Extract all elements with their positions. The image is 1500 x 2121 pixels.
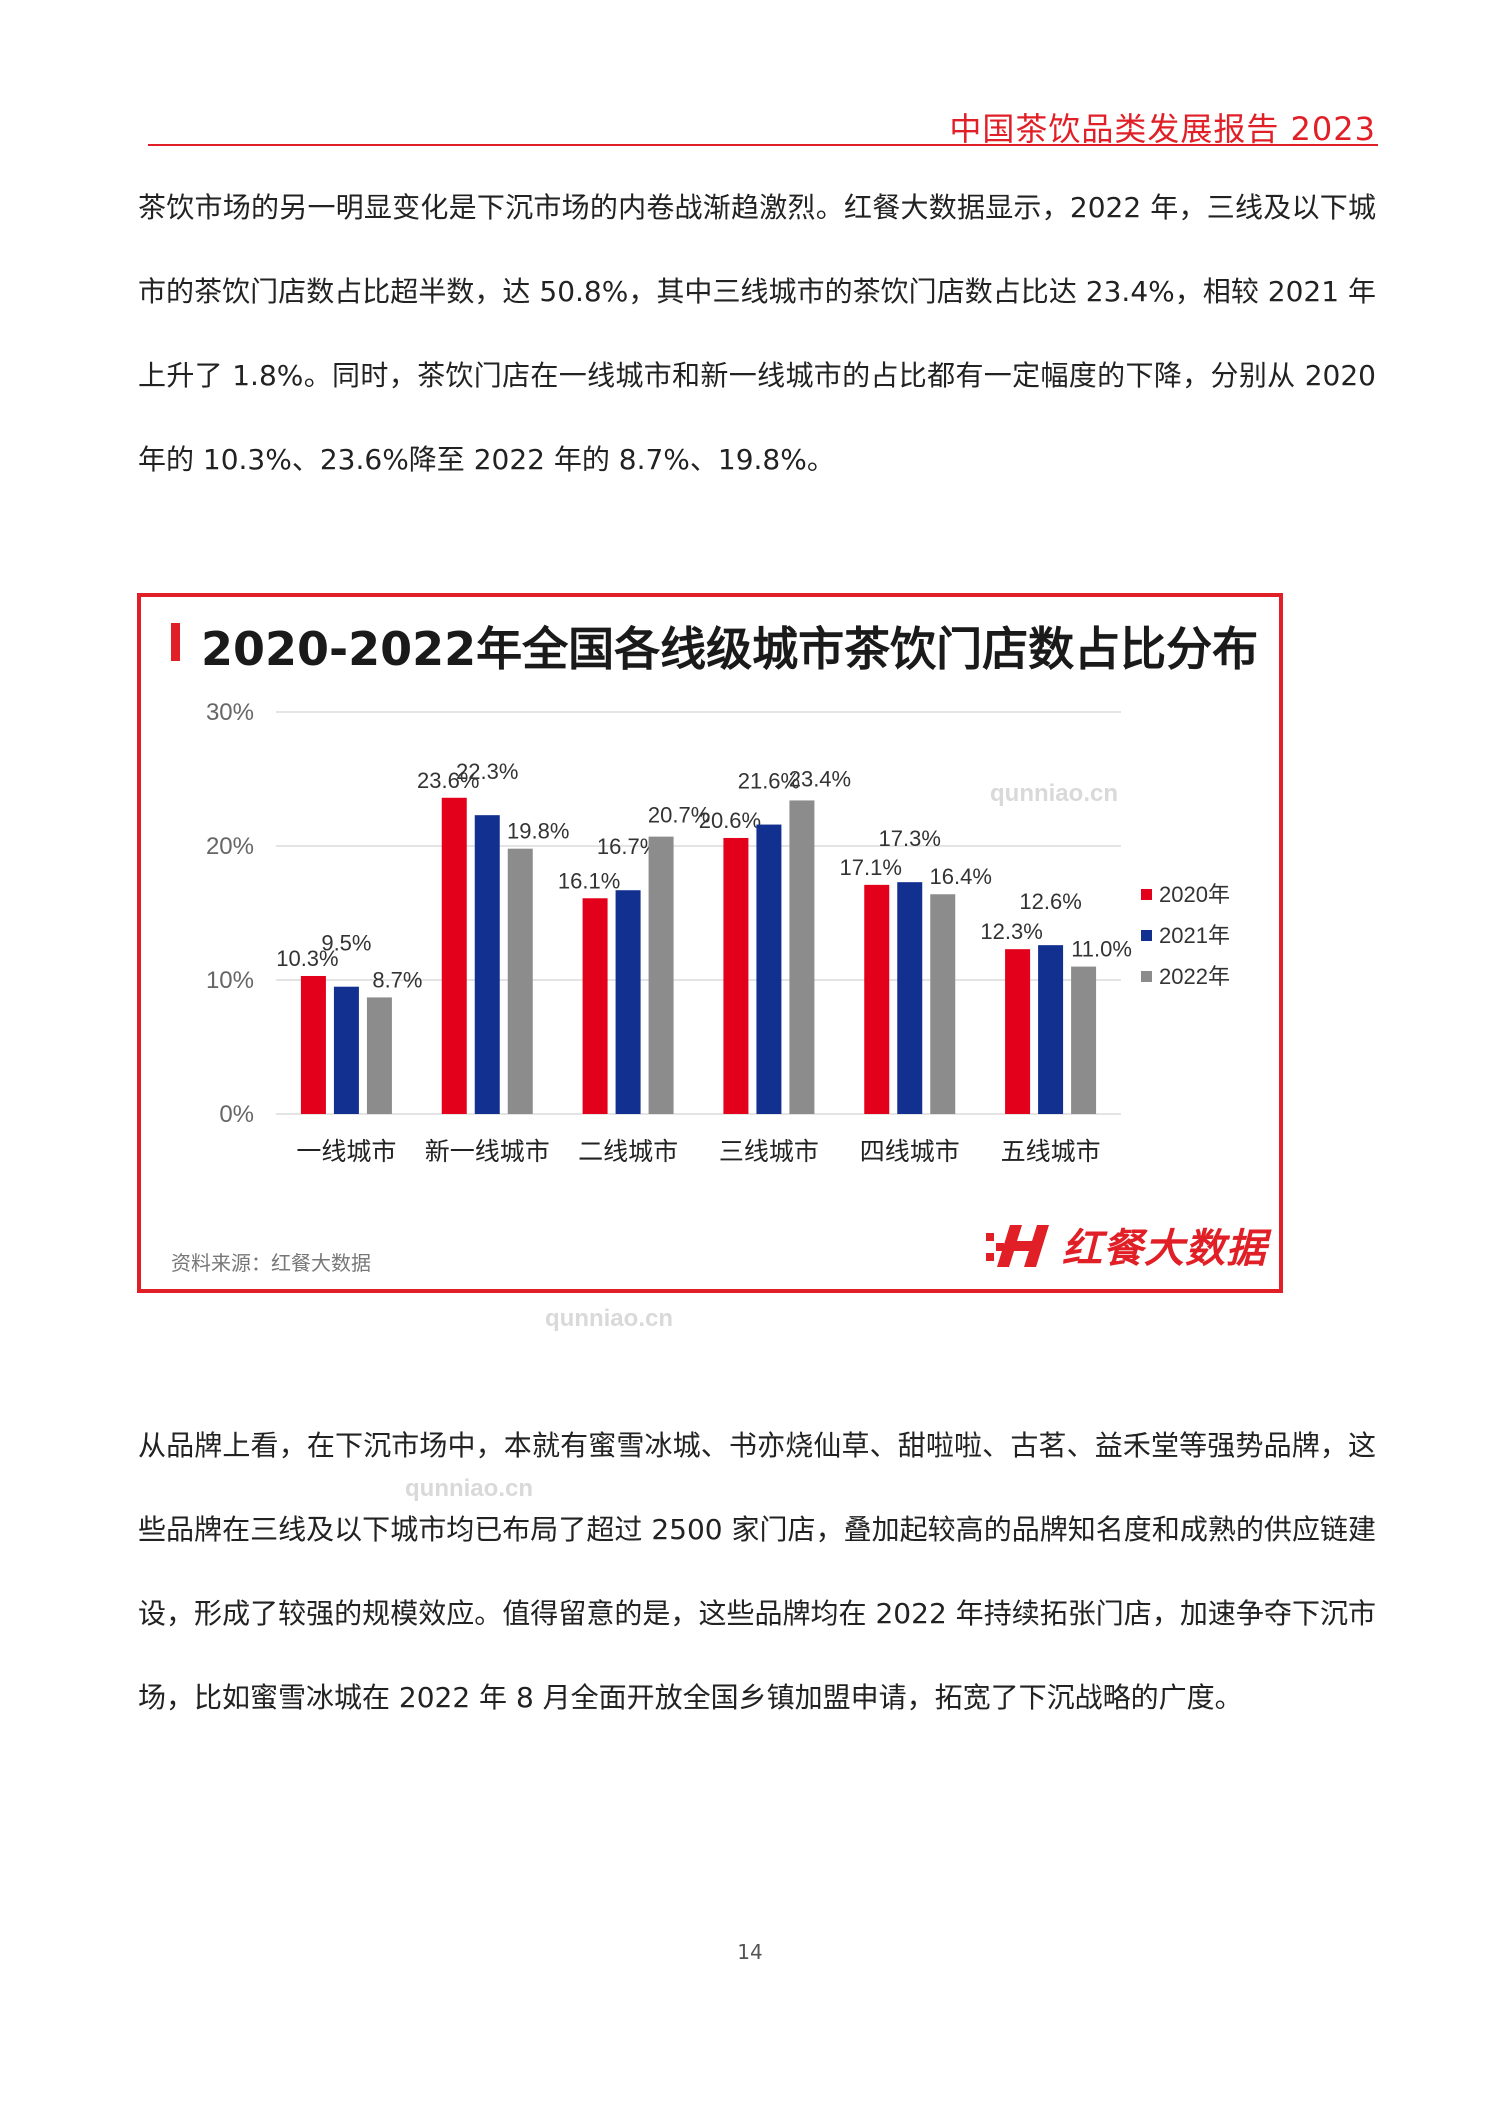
paragraph-2: 从品牌上看，在下沉市场中，本就有蜜雪冰城、书亦烧仙草、甜啦啦、古茗、益禾堂等强势…	[138, 1429, 1376, 1714]
data-label: 16.1%	[558, 868, 620, 893]
legend-label: 2020年	[1159, 882, 1230, 907]
bar-2021年	[333, 986, 359, 1114]
bar-2020年	[864, 884, 890, 1114]
data-label: 20.7%	[648, 803, 710, 828]
bar-2022年	[930, 894, 956, 1114]
bar-2020年	[582, 898, 608, 1114]
y-tick-label: 10%	[206, 967, 254, 994]
data-label: 8.7%	[372, 967, 422, 992]
data-label: 10.3%	[276, 946, 338, 971]
brand-name: 红餐大数据	[1062, 1226, 1267, 1272]
bar-2021年	[756, 824, 782, 1114]
bar-2021年	[1038, 945, 1064, 1114]
legend-swatch	[1141, 971, 1152, 982]
data-label: 17.1%	[840, 855, 902, 880]
y-tick-label: 30%	[206, 699, 254, 726]
bar-2021年	[897, 882, 923, 1114]
bar-2022年	[648, 836, 674, 1114]
y-tick-label: 20%	[206, 833, 254, 860]
x-category-label: 三线城市	[719, 1137, 819, 1166]
bar-chart: 0% 10% 20% 30% 一线城市 10.3%9.5%8.7% 新一线城市 23.6%22…	[206, 699, 1230, 1166]
data-label: 23.6%	[417, 768, 479, 793]
paragraph-1: 茶饮市场的另一明显变化是下沉市场的内卷战渐趋激烈。红餐大数据显示，2022 年，…	[138, 191, 1376, 476]
watermark-text: qunniao.cn	[405, 1475, 533, 1502]
legend-swatch	[1141, 930, 1152, 941]
data-label: 17.3%	[879, 826, 941, 851]
data-label: 11.0%	[1071, 937, 1132, 962]
watermark-text: qunniao.cn	[990, 780, 1118, 807]
chart-container: 2020-2022年全国各线级城市茶饮门店数占比分布 0% 10% 20% 30% 一线…	[137, 593, 1283, 1293]
brand-logo-icon	[986, 1225, 1049, 1267]
data-label: 21.6%	[738, 769, 800, 794]
chart-source: 资料来源：红餐大数据	[171, 1251, 371, 1275]
bar-2020年	[441, 797, 467, 1114]
bar-2021年	[474, 815, 500, 1114]
chart-title: 2020-2022年全国各线级城市茶饮门店数占比分布	[201, 622, 1259, 676]
watermark-text: qunniao.cn	[545, 1305, 673, 1332]
data-label: 12.3%	[980, 919, 1042, 944]
bar-2020年	[723, 837, 749, 1114]
x-category-label: 二线城市	[578, 1137, 678, 1166]
header-divider	[148, 144, 1378, 146]
chart-title-accent	[171, 623, 180, 661]
bar-2020年	[300, 975, 326, 1114]
brand-mark: 红餐大数据	[984, 1217, 1267, 1273]
legend-label: 2021年	[1159, 923, 1230, 948]
bar-2022年	[789, 800, 815, 1114]
report-header-title: 中国茶饮品类发展报告 2023	[949, 110, 1376, 148]
legend-swatch	[1141, 889, 1152, 900]
bar-2021年	[615, 890, 641, 1114]
page-number: 14	[737, 1940, 763, 1964]
data-label: 19.8%	[507, 819, 569, 844]
bar-2022年	[507, 848, 533, 1114]
data-label: 16.4%	[930, 864, 992, 889]
legend-label: 2022年	[1159, 964, 1230, 989]
x-category-label: 四线城市	[860, 1137, 960, 1166]
data-label: 9.5%	[321, 931, 371, 956]
data-label: 12.6%	[1019, 889, 1081, 914]
y-tick-label: 0%	[219, 1101, 254, 1128]
x-category-label: 一线城市	[296, 1137, 396, 1166]
data-label: 23.4%	[789, 766, 851, 791]
x-category-label: 新一线城市	[425, 1137, 550, 1166]
bar-2022年	[366, 997, 392, 1114]
data-label: 20.6%	[699, 808, 761, 833]
data-label: 22.3%	[456, 759, 518, 784]
bar-2020年	[1005, 949, 1031, 1114]
bar-2022年	[1071, 966, 1097, 1114]
x-category-label: 五线城市	[1001, 1137, 1101, 1166]
